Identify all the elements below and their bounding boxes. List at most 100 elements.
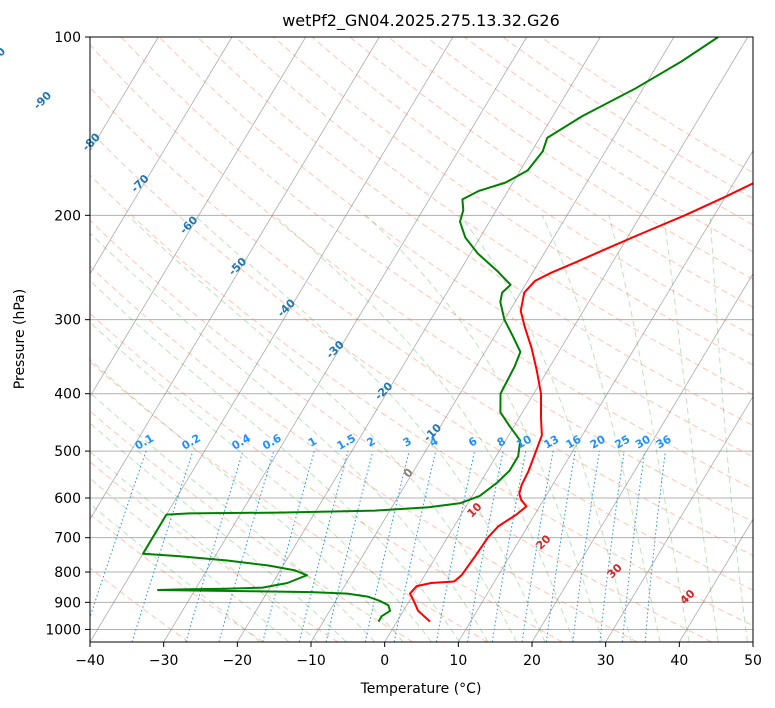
moist-adiabat-line bbox=[90, 280, 461, 642]
mixing-ratio-label: 8 bbox=[495, 435, 508, 450]
mixing-ratio-line bbox=[572, 451, 600, 642]
mixing-ratio-line bbox=[131, 450, 194, 642]
y-tick-label: 300 bbox=[54, 313, 81, 329]
moist-adiabat-line bbox=[90, 450, 319, 642]
temperature-line bbox=[409, 182, 753, 623]
x-tick-label: −30 bbox=[149, 653, 179, 669]
dry-adiabat-label: -40 bbox=[275, 296, 298, 319]
dry-adiabat-line bbox=[90, 360, 488, 642]
mixing-ratio-line bbox=[298, 450, 349, 642]
sounding-lines bbox=[142, 37, 753, 623]
mixing-ratio-label: 16 bbox=[564, 432, 584, 451]
isotherm-line bbox=[90, 37, 307, 398]
dry-adiabat-line bbox=[349, 37, 753, 308]
mixing-ratio-line bbox=[521, 451, 554, 642]
mixing-ratio-label: 3 bbox=[401, 435, 414, 450]
isotherm-line bbox=[531, 272, 753, 642]
y-tick-label: 1000 bbox=[45, 622, 81, 638]
isotherm-line bbox=[310, 37, 675, 642]
dry-adiabat-line bbox=[387, 37, 753, 280]
dry-adiabat-line bbox=[540, 37, 753, 174]
dry-adiabat-label: -100 bbox=[0, 44, 8, 73]
moist-adiabat-line bbox=[90, 503, 261, 642]
isotherm-line bbox=[90, 37, 159, 152]
moist-adiabat-label: 40 bbox=[678, 587, 698, 607]
mixing-ratio-label: 0.1 bbox=[133, 432, 156, 453]
moist-adiabat-line bbox=[365, 214, 603, 642]
dry-adiabat-line bbox=[90, 461, 339, 642]
isotherm-line bbox=[678, 518, 753, 642]
mixing-ratio-label: 1 bbox=[306, 435, 319, 450]
x-axis-ticks: −40 −30 −20 −10 0 10 20 30 40 50 bbox=[75, 642, 762, 669]
y-axis-label: Pressure (hPa) bbox=[12, 289, 28, 389]
mixing-ratio-label: 0.6 bbox=[260, 431, 284, 452]
dry-adiabat-line bbox=[158, 37, 753, 458]
moist-adiabat-line bbox=[90, 232, 489, 642]
y-tick-label: 100 bbox=[54, 30, 81, 46]
moist-adiabat-line bbox=[127, 214, 517, 642]
chart-title: wetPf2_GN04.2025.275.13.32.G26 bbox=[282, 11, 560, 31]
mixing-ratio-line bbox=[599, 451, 625, 642]
x-tick-label: −20 bbox=[223, 653, 253, 669]
isotherm-line bbox=[752, 641, 753, 642]
moist-adiabat-line bbox=[709, 215, 748, 642]
mixing-ratio-line bbox=[90, 450, 147, 619]
isotherm-line bbox=[457, 150, 753, 642]
moist-adiabat-line bbox=[608, 215, 690, 642]
y-tick-label: 400 bbox=[54, 387, 81, 403]
x-tick-label: 50 bbox=[744, 653, 762, 669]
dry-adiabat-label: -80 bbox=[80, 130, 103, 153]
dry-adiabat-line bbox=[90, 130, 753, 591]
line-labels: 0.1 0.2 0.4 0.6 1 1.5 2 3 4 6 8 10 13 16 20 25 30 36-100-… bbox=[0, 44, 698, 607]
isotherm-line bbox=[90, 37, 233, 275]
y-tick-label: 600 bbox=[54, 491, 81, 507]
mixing-ratio-line bbox=[262, 450, 315, 642]
dry-adiabat-line bbox=[90, 265, 638, 642]
x-tick-label: 20 bbox=[523, 653, 541, 669]
x-tick-label: 40 bbox=[670, 653, 688, 669]
y-tick-label: 500 bbox=[54, 444, 81, 460]
x-tick-label: −40 bbox=[75, 653, 105, 669]
mixing-ratio-label: 25 bbox=[613, 433, 633, 452]
isotherm-line bbox=[384, 37, 749, 642]
dry-adiabat-line bbox=[90, 513, 264, 642]
moist-adiabat-line bbox=[194, 214, 546, 642]
y-axis-ticks: 100 200 300 400 500 600 700 800 900 1000 bbox=[45, 30, 90, 638]
isotherm-line bbox=[90, 37, 380, 520]
dry-adiabat-line bbox=[197, 37, 753, 427]
moist-adiabat-label: 30 bbox=[605, 561, 625, 581]
mixing-ratio-line bbox=[491, 451, 527, 642]
x-tick-label: 30 bbox=[597, 653, 615, 669]
moist-adiabat-line bbox=[459, 214, 632, 642]
background-lines bbox=[0, 37, 753, 642]
dry-adiabat-label: -70 bbox=[128, 172, 151, 195]
moist-adiabat-line bbox=[541, 215, 661, 642]
moist-adiabat-line bbox=[90, 392, 376, 642]
mixing-ratio-label: 0.2 bbox=[179, 432, 202, 453]
mixing-ratio-label: 2 bbox=[365, 435, 378, 450]
mixing-ratio-line bbox=[435, 450, 475, 642]
x-tick-label: −10 bbox=[296, 653, 326, 669]
dry-adiabat-label: -50 bbox=[226, 255, 249, 278]
mixing-ratio-label: 30 bbox=[633, 432, 653, 451]
y-tick-label: 700 bbox=[54, 531, 81, 547]
dry-adiabat-line bbox=[273, 37, 753, 366]
isotherm-line bbox=[0, 37, 11, 642]
mixing-ratio-line bbox=[545, 451, 576, 642]
plot-frame bbox=[89, 36, 754, 643]
isotherm-line bbox=[605, 395, 753, 642]
mixing-ratio-line bbox=[325, 450, 374, 642]
x-tick-label: 10 bbox=[449, 653, 467, 669]
moist-adiabat-line bbox=[90, 422, 347, 642]
dry-adiabat-label: -30 bbox=[324, 338, 347, 361]
x-tick-label: 0 bbox=[380, 653, 389, 669]
dry-adiabat-label: -20 bbox=[372, 379, 395, 402]
mixing-ratio-line bbox=[185, 450, 244, 642]
dry-adiabat-line bbox=[90, 219, 712, 642]
moist-adiabat-line bbox=[90, 321, 432, 642]
mixing-ratio-line bbox=[218, 450, 275, 642]
dry-adiabat-line bbox=[120, 37, 753, 490]
moist-adiabat-label: 10 bbox=[465, 500, 485, 520]
y-tick-label: 900 bbox=[54, 595, 81, 611]
moist-adiabat-label: 20 bbox=[534, 532, 554, 552]
